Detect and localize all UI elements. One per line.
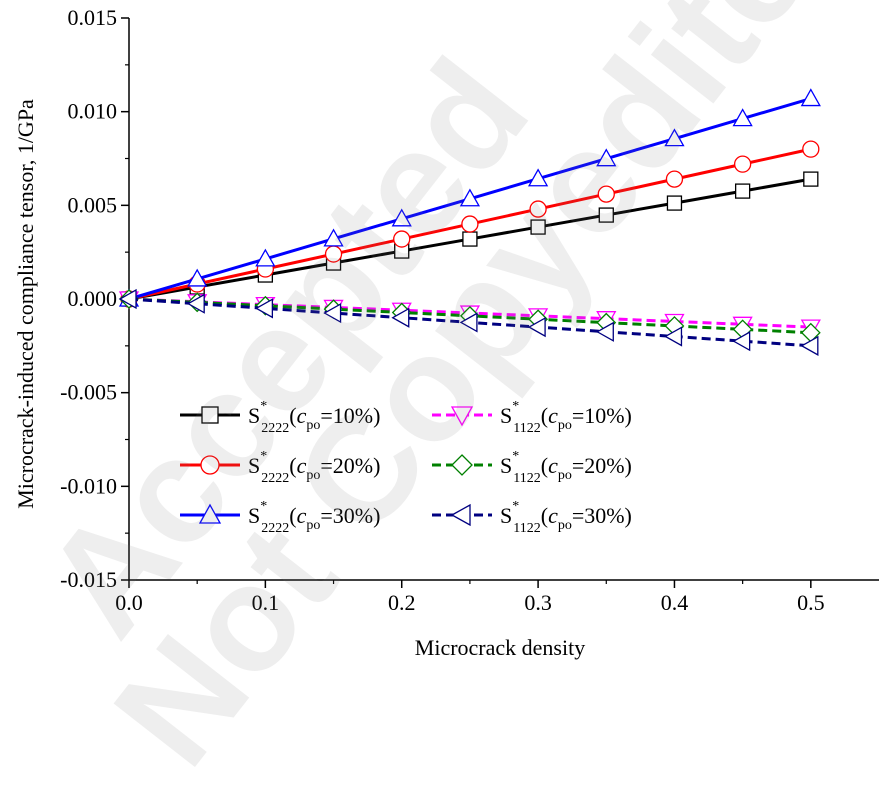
data-point — [462, 231, 478, 247]
data-point — [527, 168, 549, 187]
data-point — [527, 316, 546, 338]
data-point — [803, 171, 819, 187]
y-tick-label: -0.015 — [60, 567, 117, 592]
chart-svg: 0.0 0.1 0.2 0.3 0.4 0.5 -0.015 -0.010 -0.005 0.00… — [13, 5, 879, 660]
data-point — [393, 230, 411, 248]
series-1 — [120, 140, 820, 308]
x-tick-label: 0.2 — [388, 590, 416, 615]
legend-label: S* 2222(cpo=10%) — [248, 399, 380, 436]
data-point — [391, 307, 410, 328]
series-2 — [118, 88, 821, 307]
data-point — [323, 228, 344, 247]
data-point — [598, 207, 614, 223]
chart: 0.0 0.1 0.2 0.3 0.4 0.5 -0.015 -0.010 -0.005 0.00… — [13, 5, 879, 660]
legend-marker — [198, 503, 222, 524]
data-point — [461, 215, 479, 233]
legend-entry: S* 1122(cpo=20%) — [432, 449, 632, 486]
legend-marker — [201, 406, 219, 424]
x-tick-label: 0.0 — [115, 590, 143, 615]
data-point — [459, 312, 478, 333]
data-point — [732, 331, 751, 352]
legend-entry: S* 2222(cpo=20%) — [180, 449, 380, 486]
data-point — [186, 293, 205, 314]
data-point — [530, 219, 546, 235]
x-axis-label: Microcrack density — [415, 635, 585, 660]
series-5 — [118, 288, 819, 356]
legend-label: S* 1122(cpo=10%) — [500, 399, 632, 436]
y-tick-label: 0.005 — [68, 192, 118, 217]
legend-marker — [200, 455, 220, 475]
legend-label: S* 2222(cpo=30%) — [248, 499, 380, 536]
x-tick-label: 0.1 — [252, 590, 280, 615]
legend-label: S* 2222(cpo=20%) — [248, 449, 380, 486]
x-tick-label: 0.3 — [524, 590, 552, 615]
legend-entry: S* 2222(cpo=30%) — [180, 499, 380, 536]
y-tick-label: 0.010 — [68, 99, 118, 124]
data-point — [323, 302, 342, 324]
y-tick-label: -0.010 — [60, 473, 117, 498]
legend-entry: S* 1122(cpo=10%) — [432, 399, 632, 436]
data-point — [665, 170, 684, 188]
data-point — [597, 185, 615, 203]
x-tick-label: 0.4 — [661, 590, 689, 615]
legend-entry: S* 2222(cpo=10%) — [180, 399, 380, 436]
data-point — [666, 195, 683, 211]
data-point — [734, 183, 751, 199]
x-tick-label: 0.5 — [797, 590, 825, 615]
legend-marker — [450, 406, 474, 427]
data-point — [187, 268, 208, 287]
data-point — [664, 128, 685, 147]
data-point — [800, 88, 821, 107]
data-point — [529, 200, 547, 218]
data-point — [459, 188, 481, 207]
legend-label: S* 1122(cpo=20%) — [500, 449, 632, 486]
legend-label: S* 1122(cpo=30%) — [500, 499, 632, 536]
y-axis-label: Microcrack-induced compliance tensor, 1/… — [13, 99, 38, 509]
legend-marker — [450, 503, 471, 527]
data-point — [118, 288, 137, 310]
data-point — [733, 155, 752, 173]
data-point — [732, 108, 753, 127]
data-point — [596, 148, 617, 167]
data-point — [802, 140, 820, 158]
legend-entry: S* 1122(cpo=30%) — [432, 499, 632, 536]
legend-marker — [451, 454, 473, 476]
data-point — [595, 321, 614, 342]
y-tick-label: -0.005 — [60, 380, 117, 405]
series-4 — [119, 289, 821, 343]
y-tick-label: 0.015 — [68, 5, 118, 30]
data-point — [664, 326, 683, 347]
data-point — [255, 248, 276, 267]
data-point — [255, 298, 274, 319]
data-point — [391, 208, 412, 227]
data-point — [324, 245, 343, 263]
y-tick-label: 0.000 — [68, 286, 118, 311]
data-point — [800, 335, 819, 356]
